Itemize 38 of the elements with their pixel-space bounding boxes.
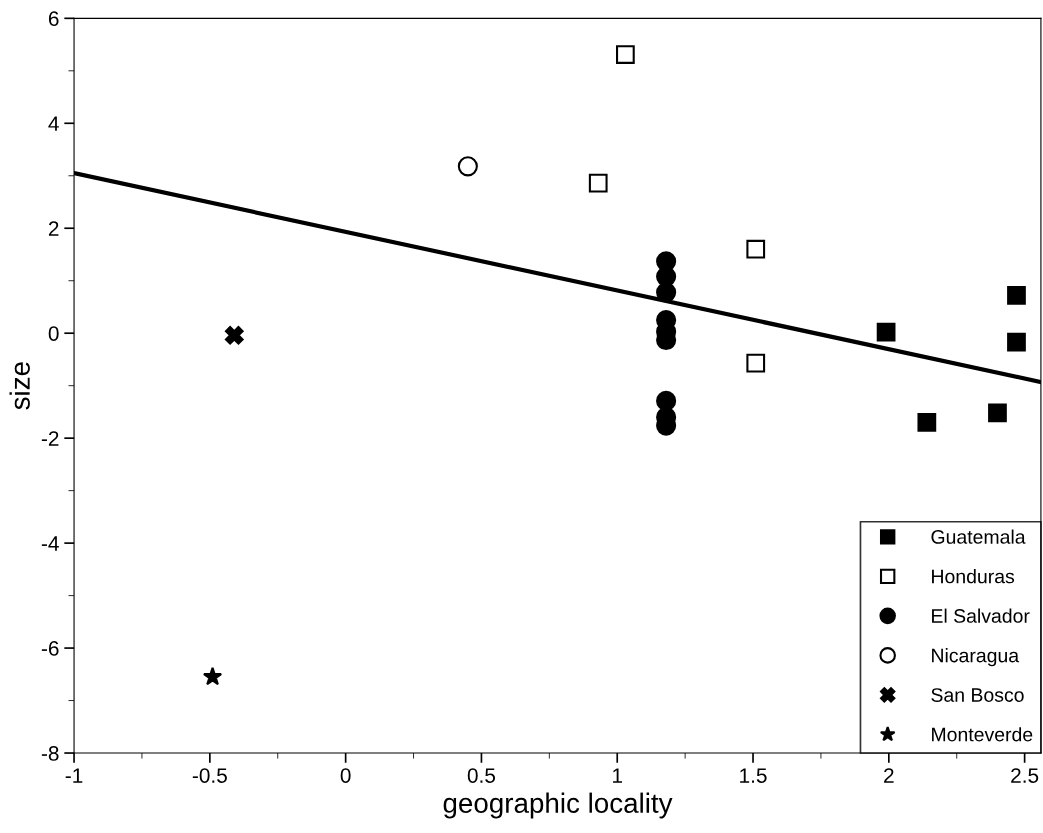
point (876, 322, 896, 342)
y-tick-label: 4 (48, 116, 59, 131)
x-tick-label: 0.5 (467, 768, 496, 783)
y-axis-title: size (9, 362, 30, 410)
x-tick-label: 2 (884, 768, 894, 783)
y-tick-label: 6 (48, 11, 59, 27)
x-tick-label: 1 (613, 768, 623, 783)
point (656, 390, 677, 411)
x-tick-label: 1.5 (740, 768, 767, 783)
legend-label: San Bosco (931, 688, 1024, 702)
y-tick-label: -8 (41, 746, 59, 761)
y-tick-label: -4 (41, 536, 59, 551)
point (224, 325, 244, 345)
y-tick-label: 2 (48, 221, 59, 236)
point (746, 239, 766, 259)
x-tick-label: 0 (340, 768, 351, 783)
x-axis-title: geographic locality (443, 792, 673, 819)
point (616, 45, 635, 64)
point (202, 666, 223, 686)
point (917, 413, 937, 432)
legend-label: Honduras (932, 569, 1015, 584)
point (457, 156, 478, 177)
y-tick-label: -2 (41, 431, 59, 446)
legend-label: Monteverde (932, 727, 1033, 742)
point (1007, 286, 1026, 305)
x-tick-label: -0.5 (192, 768, 227, 783)
legend-label: Guatemala (931, 529, 1026, 544)
point (588, 173, 608, 193)
x-tick-label: 2.5 (1011, 768, 1039, 783)
point (746, 353, 766, 373)
legend-label: Nicaragua (932, 648, 1020, 667)
point (988, 403, 1007, 423)
legend-label: El Salvador (932, 608, 1030, 623)
point (656, 282, 677, 303)
point (1007, 332, 1026, 352)
y-tick-label: 0 (48, 326, 59, 341)
x-tick-label: -1 (65, 768, 83, 783)
y-tick-label: -6 (41, 641, 59, 656)
